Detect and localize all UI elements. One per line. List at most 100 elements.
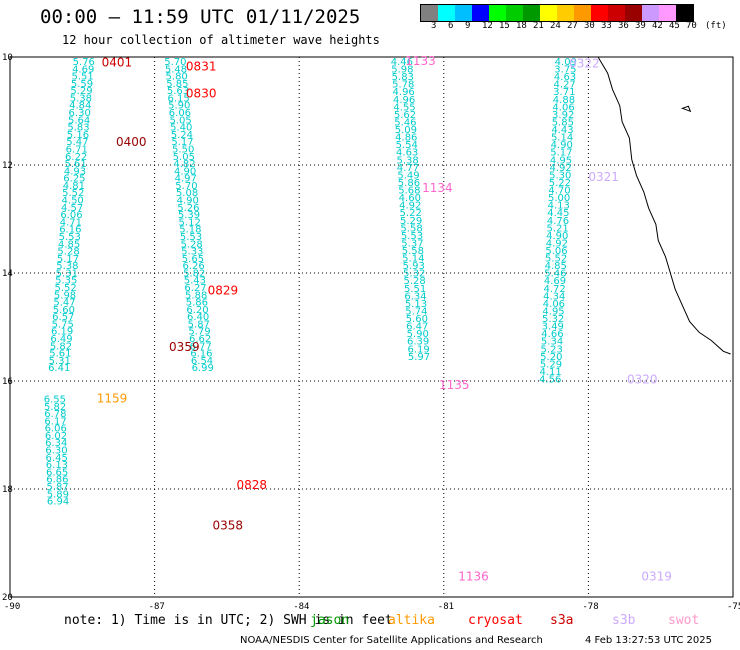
wave-height-value: 5.68	[398, 186, 420, 197]
scale-unit-label: (ft)	[705, 21, 727, 31]
scale-tick-label: 9	[465, 21, 471, 31]
wave-height-value: 5.05	[169, 115, 191, 126]
legend-swot: swot	[668, 613, 700, 628]
scale-swatch	[472, 5, 489, 21]
scale-tick-label: 36	[618, 21, 629, 31]
wave-height-value: 5.28	[403, 276, 425, 287]
wave-height-value: 6.16	[190, 349, 212, 360]
wave-height-value: 3.92	[552, 110, 574, 121]
wave-height-value: 4.27	[554, 80, 576, 91]
scale-swatch	[523, 5, 540, 21]
wave-height-value: 5.31	[49, 356, 71, 367]
wave-height-value: 3.71	[553, 87, 575, 98]
wave-height-value: 3.49	[542, 322, 564, 333]
wave-height-value: 5.75	[52, 319, 74, 330]
wave-height-value: 5.14	[402, 254, 424, 265]
wave-height-value: 5.64	[68, 115, 90, 126]
wave-height-value: 4.06	[552, 102, 574, 113]
wave-height-value: 6.34	[404, 291, 426, 302]
scale-swatch	[591, 5, 608, 21]
legend-jason: jason	[310, 613, 350, 628]
wave-height-value: 6.26	[182, 261, 204, 272]
wave-height-value: 6.27	[184, 283, 206, 294]
wave-height-value: 5.58	[400, 223, 422, 234]
scale-tick-label: 15	[499, 21, 510, 31]
wave-height-value: 5.98	[54, 290, 76, 301]
wave-height-value: 5.53	[401, 231, 423, 242]
wave-height-value: 4.82	[173, 159, 195, 170]
wave-height-value: 4.50	[62, 196, 84, 207]
wave-height-value: 5.52	[545, 254, 567, 265]
footer-credit: NOAA/NESDIS Center for Satellite Applica…	[240, 635, 543, 646]
wave-height-value: 6.47	[406, 322, 428, 333]
wave-height-value: 4.06	[543, 299, 565, 310]
wave-height-value: 4.43	[551, 125, 573, 136]
lat-tick-label: 16	[2, 377, 13, 387]
wave-height-value: 5.60	[406, 314, 428, 325]
scale-swatch	[438, 5, 455, 21]
wave-height-value: 4.86	[395, 133, 417, 144]
wave-height-value: 4.77	[397, 163, 419, 174]
scale-swatch	[506, 5, 523, 21]
wave-height-value: 4.88	[553, 95, 575, 106]
wave-height-value: 4.76	[547, 216, 569, 227]
wave-height-value: 4.90	[177, 196, 199, 207]
wave-height-value: 6.41	[48, 363, 70, 374]
wave-height-value: 5.20	[540, 352, 562, 363]
wave-height-value: 6.17	[44, 416, 66, 427]
wave-height-value: 6.55	[44, 395, 66, 406]
pass-time-label: 0319	[641, 570, 672, 584]
wave-height-value: 5.29	[540, 359, 562, 370]
pass-time-label: 0830	[186, 86, 217, 100]
wave-height-value: 5.34	[541, 337, 563, 348]
wave-height-value: 4.92	[549, 163, 571, 174]
wave-height-value: 5.12	[179, 217, 201, 228]
wave-height-value: 5.86	[398, 178, 420, 189]
scale-tick-label: 42	[652, 21, 663, 31]
scale-swatch	[421, 5, 438, 21]
wave-height-value: 5.48	[165, 64, 187, 75]
wave-height-value: 4.69	[72, 64, 94, 75]
wave-height-value: 6.02	[45, 431, 67, 442]
wave-height-value: 6.39	[407, 337, 429, 348]
wave-height-value: 5.88	[185, 290, 207, 301]
scale-swatch	[540, 5, 557, 21]
wave-height-value: 5.46	[544, 269, 566, 280]
wave-height-value: 4.97	[175, 174, 197, 185]
pass-time-label: 0358	[212, 518, 243, 532]
wave-height-value: 4.60	[399, 193, 421, 204]
wave-height-value: 5.62	[394, 110, 416, 121]
wave-height-value: 4.69	[544, 276, 566, 287]
wave-height-value: 4.95	[550, 155, 572, 166]
coastline	[597, 56, 731, 355]
wave-height-value: 5.28	[181, 239, 203, 250]
wave-height-value: 4.55	[393, 102, 415, 113]
wave-height-value: 6.19	[407, 344, 429, 355]
color-scale-labels: 3 6 9 12 15 18 21 24 27 30 33 36 39 42 45 70 (ft)	[420, 21, 740, 33]
wave-height-value: 5.51	[71, 72, 93, 83]
wave-height-value: 5.82	[183, 268, 205, 279]
map-frame	[9, 56, 734, 598]
wave-height-value: 5.61	[49, 349, 71, 360]
lat-tick-label: 10	[2, 53, 13, 63]
island-outline	[680, 105, 692, 113]
wave-height-value: 5.18	[179, 225, 201, 236]
wave-height-value: 5.17	[171, 137, 193, 148]
wave-height-value: 5.52	[62, 188, 84, 199]
wave-height-value: 5.38	[396, 155, 418, 166]
footer-date: 4 Feb 13:27:53 UTC 2025	[585, 635, 712, 646]
wave-height-value: 4.96	[393, 95, 415, 106]
wave-height-value: 5.39	[178, 210, 200, 221]
pass-time-label: 0322	[569, 57, 600, 71]
scale-tick-label: 3	[431, 21, 437, 31]
wave-height-value: 5.06	[545, 246, 567, 257]
wave-height-value: 6.19	[51, 327, 73, 338]
lat-tick-label: 18	[2, 485, 13, 495]
wave-height-value: 4.63	[396, 148, 418, 159]
wave-height-value: 4.13	[548, 201, 570, 212]
pass-time-label: 0320	[627, 373, 658, 387]
wave-height-value: 4.90	[174, 166, 196, 177]
wave-height-value: 5.70	[164, 57, 186, 68]
wave-height-value: 5.24	[171, 130, 193, 141]
